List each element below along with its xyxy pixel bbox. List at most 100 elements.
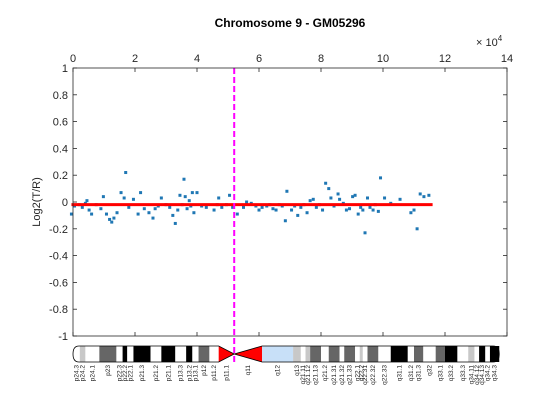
- data-point: [422, 195, 426, 199]
- ideogram-band: [479, 346, 486, 362]
- ideogram-band: [414, 346, 424, 362]
- ideogram-band: [150, 346, 162, 362]
- data-point: [257, 208, 261, 212]
- data-point: [217, 196, 221, 200]
- ideogram-band: [198, 346, 210, 362]
- ideogram-band: [407, 346, 414, 362]
- data-point: [356, 212, 360, 216]
- ideogram-band: [186, 346, 193, 362]
- x-tick-label: 4: [194, 53, 200, 65]
- band-label: q34.11: [468, 365, 475, 385]
- ideogram-p-arm-outline: [72, 345, 236, 363]
- band-label: q21.12: [305, 365, 312, 385]
- data-point: [379, 176, 383, 180]
- data-point: [171, 213, 175, 217]
- band-label: q34.12: [474, 365, 481, 385]
- band-label: q21.11: [300, 365, 307, 385]
- ideogram-band: [73, 346, 80, 362]
- y-tick-label: -1: [58, 331, 68, 343]
- data-point: [204, 205, 208, 209]
- band-label: q13: [294, 365, 301, 376]
- band-label: q21.13: [313, 365, 320, 385]
- data-point: [127, 205, 131, 209]
- band-label: q11: [245, 365, 252, 376]
- ideogram-band: [489, 346, 500, 362]
- ideogram-band: [423, 346, 436, 362]
- band-label: p21.3: [139, 365, 146, 382]
- chart-title: Chromosome 9 - GM05296: [215, 16, 366, 30]
- data-point: [122, 196, 126, 200]
- ideogram-band: [390, 346, 408, 362]
- ideogram-band: [362, 346, 368, 362]
- data-point: [101, 195, 105, 199]
- data-point: [228, 193, 232, 197]
- data-point: [285, 189, 289, 193]
- data-point: [185, 207, 189, 211]
- data-point: [99, 207, 103, 211]
- y-tick-label: -0.2: [49, 224, 68, 236]
- band-label: p13.2: [186, 365, 193, 382]
- data-point: [190, 191, 194, 195]
- data-point: [361, 208, 365, 212]
- band-label: p23: [105, 365, 112, 376]
- data-point: [296, 213, 300, 217]
- ideogram-band: [192, 346, 199, 362]
- x-exponent-power: 4: [498, 34, 503, 43]
- x-axis: 0 2 4 6 8 10 12 14: [70, 53, 513, 336]
- band-label: q22.32: [370, 365, 377, 385]
- ideogram-band: [133, 346, 151, 362]
- y-axis: -1 -0.8 -0.6 -0.4 -0.2 0 0.2 0.4 0.6 0.8 1: [49, 63, 507, 343]
- data-point: [305, 211, 309, 215]
- data-point: [290, 208, 294, 212]
- data-point: [245, 200, 249, 204]
- data-point: [412, 208, 416, 212]
- x-tick-label: 2: [132, 53, 138, 65]
- band-label: p21.2: [153, 365, 160, 382]
- data-point: [418, 192, 422, 196]
- band-label: q22.33: [382, 365, 389, 385]
- y-tick-label: 0: [62, 197, 68, 209]
- data-point: [329, 196, 333, 200]
- data-point: [178, 193, 182, 197]
- y-tick-label: 1: [62, 63, 68, 75]
- x-tick-label: 6: [256, 53, 262, 65]
- data-point: [151, 216, 155, 220]
- band-label: q33.3: [460, 365, 467, 382]
- ideogram-band: [99, 346, 117, 362]
- data-point: [136, 212, 140, 216]
- data-point: [124, 171, 128, 175]
- data-point: [168, 205, 172, 209]
- ideogram-band: [445, 346, 458, 362]
- band-label: q21.33: [347, 365, 354, 385]
- y-tick-label: -0.4: [49, 251, 68, 263]
- svg-text:× 104: × 104: [476, 34, 503, 49]
- band-label: p11.2: [211, 365, 218, 381]
- data-point: [147, 211, 151, 215]
- data-point: [383, 196, 387, 200]
- band-label: q34.2: [485, 365, 492, 382]
- band-label: p24.1: [89, 365, 96, 382]
- band-label: p24.3: [73, 365, 80, 382]
- ideogram-q-arm-outline: [232, 345, 500, 363]
- ideogram-band: [122, 346, 128, 362]
- data-point: [327, 187, 331, 191]
- band-label: q31.3: [416, 365, 423, 382]
- x-exponent-label: × 104: [476, 34, 503, 49]
- data-point: [220, 205, 224, 209]
- data-point: [110, 220, 114, 224]
- data-point: [324, 181, 328, 185]
- ideogram-band: [175, 346, 187, 362]
- data-point: [142, 207, 146, 211]
- ideogram-band: [218, 346, 235, 362]
- data-point: [311, 197, 315, 201]
- data-point: [427, 193, 431, 197]
- ideogram-band: [127, 346, 134, 362]
- ideogram-band: [310, 346, 321, 362]
- data-point: [368, 205, 372, 209]
- band-label: q34.13: [479, 365, 486, 385]
- x-tick-label: 12: [439, 53, 451, 65]
- band-label: q22.1: [354, 365, 361, 382]
- data-point: [87, 208, 91, 212]
- data-point: [336, 192, 340, 196]
